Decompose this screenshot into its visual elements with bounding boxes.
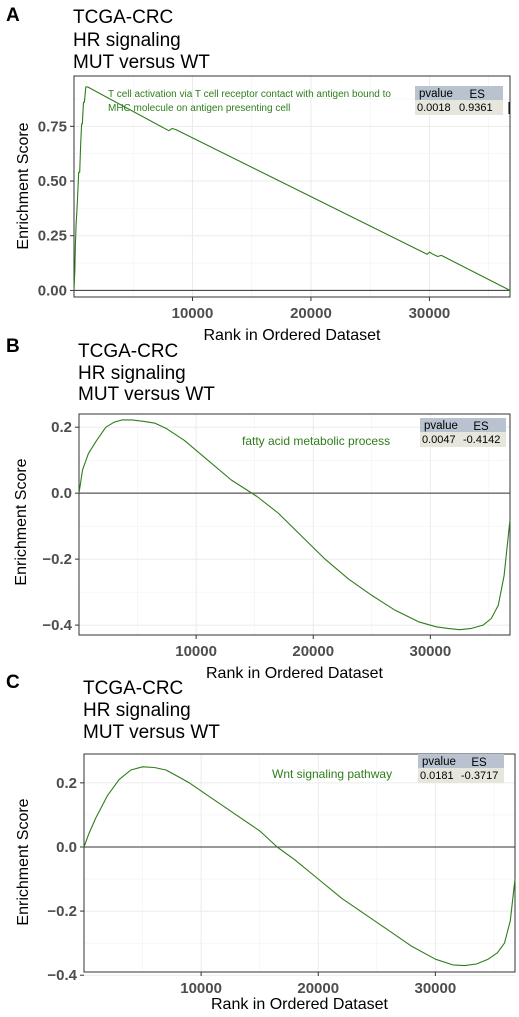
y-tick-label: 0.25 bbox=[38, 228, 67, 245]
x-tick-label: 20000 bbox=[297, 980, 339, 997]
x-tick-label: 30000 bbox=[414, 980, 456, 997]
y-axis-label: Enrichment Score bbox=[15, 122, 32, 249]
y-tick-label: −0.4 bbox=[47, 967, 77, 984]
pathway-label: T cell activation via T cell receptor co… bbox=[108, 89, 391, 100]
y-tick-label: −0.4 bbox=[42, 617, 72, 634]
x-tick-label: 10000 bbox=[175, 643, 217, 660]
stats-table-body bbox=[418, 768, 504, 783]
stats-value-pvalue: 0.0018 bbox=[417, 102, 451, 114]
stats-table-body bbox=[420, 432, 506, 447]
chart-title-line: TCGA-CRC bbox=[73, 7, 173, 28]
pathway-label: MHC molecule on antigen presenting cell bbox=[108, 103, 290, 114]
x-tick-label: 20000 bbox=[292, 643, 334, 660]
chart-title-line: HR signaling bbox=[73, 30, 181, 51]
chart-title-line: TCGA-CRC bbox=[78, 341, 178, 362]
stats-value-pvalue: 0.0181 bbox=[420, 770, 454, 782]
stats-table: pvalue ES 0.0018 0.9361 bbox=[415, 86, 503, 115]
pathway-label: Wnt signaling pathway bbox=[272, 767, 392, 781]
x-axis-label: Rank in Ordered Dataset bbox=[211, 996, 389, 1013]
stats-value-es: -0.4142 bbox=[463, 434, 500, 446]
panel-letter: C bbox=[6, 672, 20, 693]
chart-title-line: HR signaling bbox=[78, 363, 186, 384]
panel-letter: A bbox=[6, 5, 20, 26]
y-tick-label: 0.75 bbox=[38, 118, 67, 135]
y-axis-label: Enrichment Score bbox=[15, 798, 32, 925]
y-tick-label: 0.00 bbox=[38, 282, 67, 299]
gridlines bbox=[74, 76, 510, 297]
y-tick-label: 0.2 bbox=[56, 775, 77, 792]
chart-title-line: MUT versus WT bbox=[78, 384, 215, 405]
x-axis-label: Rank in Ordered Dataset bbox=[204, 327, 382, 344]
stats-header-pvalue: pvalue bbox=[424, 420, 458, 432]
stats-header-pvalue: pvalue bbox=[422, 756, 456, 768]
y-tick-label: 0.0 bbox=[51, 485, 72, 502]
stats-value-es: -0.3717 bbox=[461, 770, 498, 782]
y-tick-label: 0.50 bbox=[38, 173, 67, 190]
stats-table-header bbox=[415, 86, 503, 100]
stats-table: pvalue ES 0.0047 -0.4142 bbox=[420, 418, 506, 447]
chart-title-line: TCGA-CRC bbox=[83, 678, 183, 699]
y-tick-label: 0.0 bbox=[56, 839, 77, 856]
enrichment-score-line bbox=[73, 86, 511, 291]
panel-letter: B bbox=[6, 336, 20, 357]
y-tick-label: 0.2 bbox=[51, 419, 72, 436]
stats-table-header bbox=[418, 754, 504, 768]
x-tick-label: 10000 bbox=[180, 980, 222, 997]
chart-title-line: MUT versus WT bbox=[73, 52, 210, 73]
stats-value-pvalue: 0.0047 bbox=[422, 434, 456, 446]
y-axis-label: Enrichment Score bbox=[13, 458, 30, 585]
chart-title-line: HR signaling bbox=[83, 700, 191, 721]
stats-table-header bbox=[420, 418, 506, 432]
stats-table-body bbox=[415, 100, 503, 115]
stats-header-pvalue: pvalue bbox=[419, 88, 453, 100]
stats-header-es: ES bbox=[470, 89, 486, 101]
enrichment-score-line bbox=[83, 766, 516, 967]
y-tick-label: −0.2 bbox=[42, 551, 72, 568]
pathway-label: fatty acid metabolic process bbox=[242, 434, 390, 448]
enrichment-score-line bbox=[78, 419, 511, 631]
stats-header-es: ES bbox=[471, 757, 487, 769]
stats-value-es: 0.9361 bbox=[459, 102, 493, 114]
x-tick-label: 10000 bbox=[172, 305, 214, 322]
plot-area bbox=[79, 414, 510, 635]
chart-title-line: MUT versus WT bbox=[83, 722, 220, 743]
x-tick-label: 30000 bbox=[409, 305, 451, 322]
stats-table: pvalue ES 0.0181 -0.3717 bbox=[418, 754, 504, 783]
stats-header-es: ES bbox=[473, 421, 489, 433]
x-axis-label: Rank in Ordered Dataset bbox=[206, 665, 384, 682]
plot-border bbox=[73, 75, 511, 298]
x-tick-label: 30000 bbox=[409, 643, 451, 660]
y-tick-label: −0.2 bbox=[47, 903, 77, 920]
plot-border bbox=[83, 753, 516, 973]
x-tick-label: 20000 bbox=[290, 305, 332, 322]
